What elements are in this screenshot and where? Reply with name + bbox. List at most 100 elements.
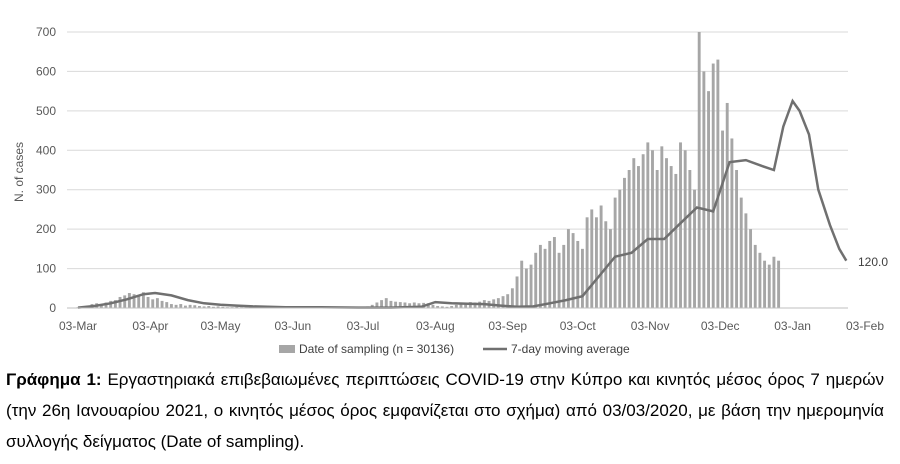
bar [216,306,220,308]
bar [697,32,701,308]
bar [725,102,729,308]
bar [590,209,594,308]
bar [711,63,715,308]
y-tick-label: 0 [49,301,56,315]
bar [660,146,664,308]
x-tick-label: 03-Jul [347,319,380,333]
bar [618,189,622,308]
bar [123,295,127,308]
bar [566,229,570,308]
y-tick-label: 700 [36,25,56,39]
legend-bar-swatch [279,345,295,353]
bar [492,299,496,308]
bar [767,264,771,308]
bar [763,260,767,308]
bar [524,268,528,308]
bar [408,303,412,308]
bar [529,264,533,308]
bar [510,288,514,308]
legend-line-label: 7-day moving average [511,342,630,356]
bar [501,296,505,308]
bar [688,170,692,308]
bar [183,305,187,308]
bar [445,306,449,308]
bar [464,303,468,308]
bar [179,304,183,308]
caption-text: Εργαστηριακά επιβεβαιωμένες περιπτώσεις … [6,370,885,451]
bar [744,213,748,308]
y-tick-label: 500 [36,104,56,118]
figure-caption: Γράφημα 1: Εργαστηριακά επιβεβαιωμένες π… [6,364,884,457]
bar [623,177,626,308]
moving-average-line [77,98,848,309]
y-tick-label: 600 [36,64,56,78]
bar [580,248,584,308]
bar [169,304,173,308]
gridlines [67,31,848,270]
bar [669,166,673,308]
y-axis-label: N. of cases [12,142,26,202]
bar [380,300,384,308]
bar [520,260,524,308]
bar [646,142,650,308]
bar [641,154,645,308]
bar [721,130,724,308]
bar [702,71,706,309]
bar [716,59,720,308]
bar [127,293,131,308]
bar [212,306,215,308]
bar-series [76,32,781,309]
bar [113,300,117,308]
bar [609,229,612,308]
x-tick-label: 03-Oct [560,319,597,333]
legend-bar-label: Date of sampling (n = 30136) [299,342,454,356]
bar [384,298,388,308]
bar [730,138,734,308]
bar [693,189,696,308]
bar [637,166,640,308]
bar [772,256,776,308]
x-tick-label: 03-Jun [274,319,311,333]
bar [515,276,519,308]
bar [436,306,440,308]
bar [235,306,239,308]
bar [594,217,598,308]
bar [459,304,463,308]
bar [207,306,211,308]
bar [538,244,542,308]
bar [557,252,561,308]
bar [155,298,159,308]
bar [137,296,141,308]
bar [389,300,393,308]
caption-label: Γράφημα 1: [6,370,102,389]
bar [412,302,416,308]
bar [758,252,762,308]
bar [562,244,566,308]
y-tick-label: 100 [36,262,56,276]
bar [160,300,164,308]
bar [753,244,757,308]
bar [548,240,552,308]
bar [604,221,608,308]
bar [450,306,454,308]
bar [552,237,556,308]
bar [543,248,547,308]
x-tick-label: 03-Apr [132,319,168,333]
bar [146,296,150,308]
bar [707,91,710,308]
bar [188,304,192,308]
bar [132,294,136,308]
bar [118,296,122,308]
bar [197,306,201,308]
bar [585,217,589,308]
bar [674,173,678,308]
bar [735,170,739,308]
end-value-label: 120.0 [858,255,888,269]
bar [394,301,398,308]
bar [202,306,206,308]
x-tick-label: 03-Jan [774,319,811,333]
bar [141,292,145,308]
y-tick-label: 300 [36,183,56,197]
bar [440,306,444,308]
